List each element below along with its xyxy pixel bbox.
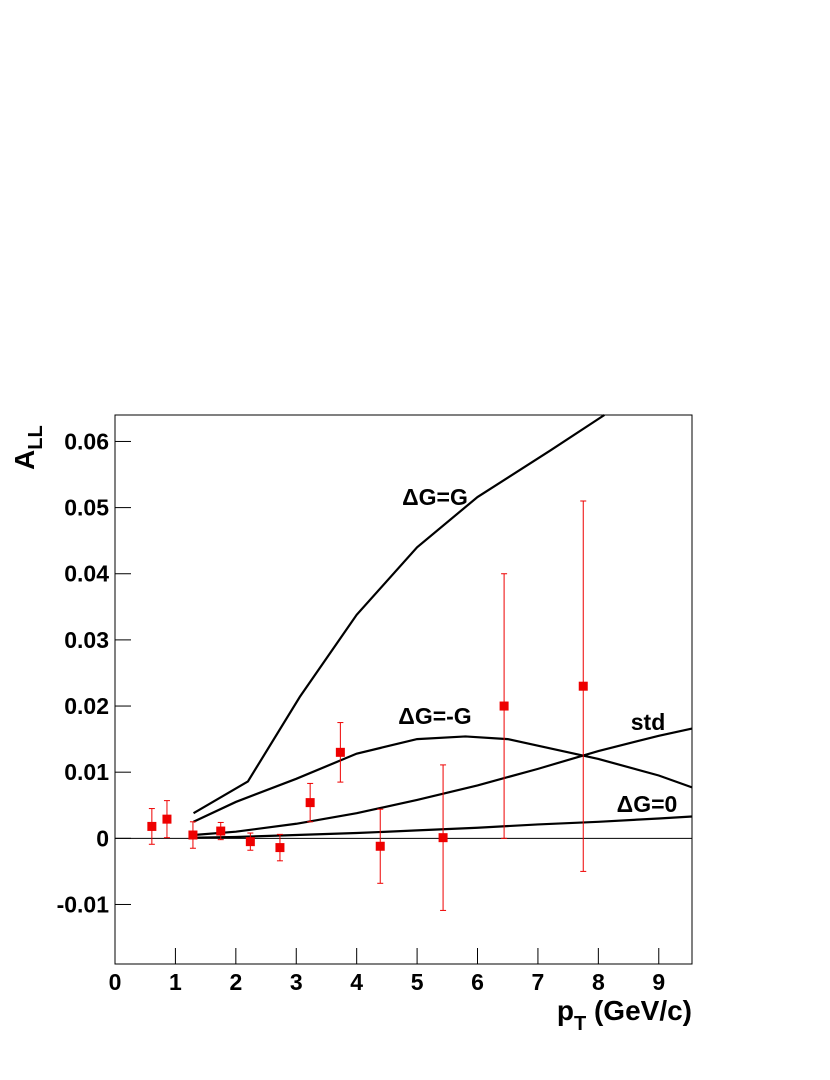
y-tick-label: 0.03 (64, 627, 109, 653)
theory-curve (193, 727, 693, 837)
theory-curve (193, 735, 693, 823)
y-tick-label: 0.04 (64, 561, 109, 587)
curve-label: std (631, 709, 666, 735)
curve-label: ΔG=-G (398, 703, 471, 729)
x-tick-label: 8 (592, 969, 605, 995)
data-point (578, 681, 588, 691)
data-point (162, 814, 172, 824)
data-point (216, 826, 226, 836)
y-tick-label: 0.02 (64, 693, 109, 719)
y-label-main: A (9, 450, 40, 470)
x-tick-label: 9 (652, 969, 665, 995)
x-label-main: p (557, 995, 574, 1026)
data-point (188, 830, 198, 840)
y-tick-label: 0.05 (64, 495, 109, 521)
x-tick-label: 0 (109, 969, 122, 995)
y-tick-label: -0.01 (57, 891, 110, 917)
data-point (375, 841, 385, 851)
x-tick-label: 2 (229, 969, 242, 995)
y-label-sub: LL (25, 425, 47, 449)
data-point (147, 821, 157, 831)
x-tick-label: 5 (411, 969, 424, 995)
plot-frame (114, 414, 693, 965)
x-label-rest: (GeV/c) (586, 995, 692, 1026)
curve-label: ΔG=G (402, 484, 468, 510)
x-tick-label: 7 (532, 969, 545, 995)
y-tick-label: 0.01 (64, 759, 109, 785)
data-point (275, 843, 285, 853)
data-point (305, 798, 315, 808)
y-tick-label: 0 (96, 825, 109, 851)
theory-curve (192, 414, 605, 815)
x-tick-label: 6 (471, 969, 484, 995)
x-tick-label: 4 (350, 969, 363, 995)
y-axis-label: ALL (9, 425, 47, 470)
data-point (438, 833, 448, 843)
x-tick-label: 1 (169, 969, 182, 995)
data-point (245, 837, 255, 847)
data-point (499, 701, 509, 711)
theory-curve (193, 815, 693, 839)
x-tick-label: 3 (290, 969, 303, 995)
y-tick-label: 0.06 (64, 428, 109, 454)
x-label-sub: T (574, 1013, 586, 1035)
data-point (335, 747, 345, 757)
curve-label: ΔG=0 (617, 791, 678, 817)
x-axis-label: pT (GeV/c) (557, 995, 692, 1035)
